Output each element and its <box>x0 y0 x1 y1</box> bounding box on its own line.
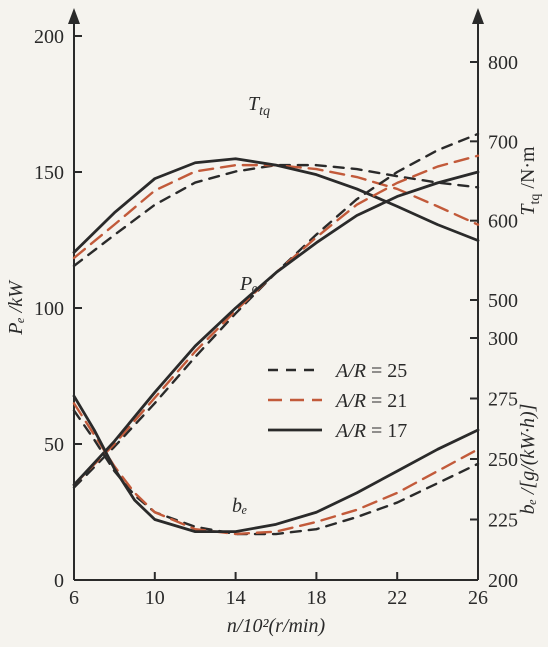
plot-bg <box>0 0 548 647</box>
annotation-be: bₑ <box>232 495 247 517</box>
y-right-bot-tick-label: 225 <box>488 510 518 532</box>
y-right-bot-tick-label: 300 <box>488 328 518 350</box>
y-left-tick-label: 100 <box>34 298 64 320</box>
engine-performance-chart: 6 10 14 18 22 26 n/10²(r/min) 0 50 100 150 200 Pₑ /k… <box>0 0 548 647</box>
y-left-tick-label: 50 <box>44 434 64 456</box>
x-axis-label: n/10²(r/min) <box>227 615 326 637</box>
x-tick-label: 14 <box>226 587 246 609</box>
x-tick-label: 22 <box>387 587 407 609</box>
y-right-bot-axis-label: bₑ /[g/(kW·h)] <box>517 404 539 515</box>
y-right-bot-tick-label: 275 <box>488 389 518 411</box>
legend-label: A/R = 25 <box>334 360 407 382</box>
y-right-top-tick-label: 600 <box>488 211 518 233</box>
y-left-tick-label: 0 <box>54 570 64 592</box>
y-right-top-tick-label: 700 <box>488 131 518 153</box>
y-left-tick-label: 150 <box>34 162 64 184</box>
x-tick-label: 18 <box>306 587 326 609</box>
x-tick-label: 10 <box>145 587 165 609</box>
legend-label: A/R = 17 <box>334 420 407 442</box>
y-left-axis-label: Pₑ /kW <box>5 279 27 336</box>
y-right-bot-tick-label: 250 <box>488 449 518 471</box>
y-right-top-tick-label: 800 <box>488 52 518 74</box>
y-right-top-tick-label: 500 <box>488 290 518 312</box>
x-tick-label: 26 <box>468 587 488 609</box>
y-left-tick-label: 200 <box>34 26 64 48</box>
x-tick-label: 6 <box>69 587 79 609</box>
legend-label: A/R = 21 <box>334 390 407 412</box>
annotation-pe: Pₑ <box>239 273 257 295</box>
y-right-bot-tick-label: 200 <box>488 570 518 592</box>
